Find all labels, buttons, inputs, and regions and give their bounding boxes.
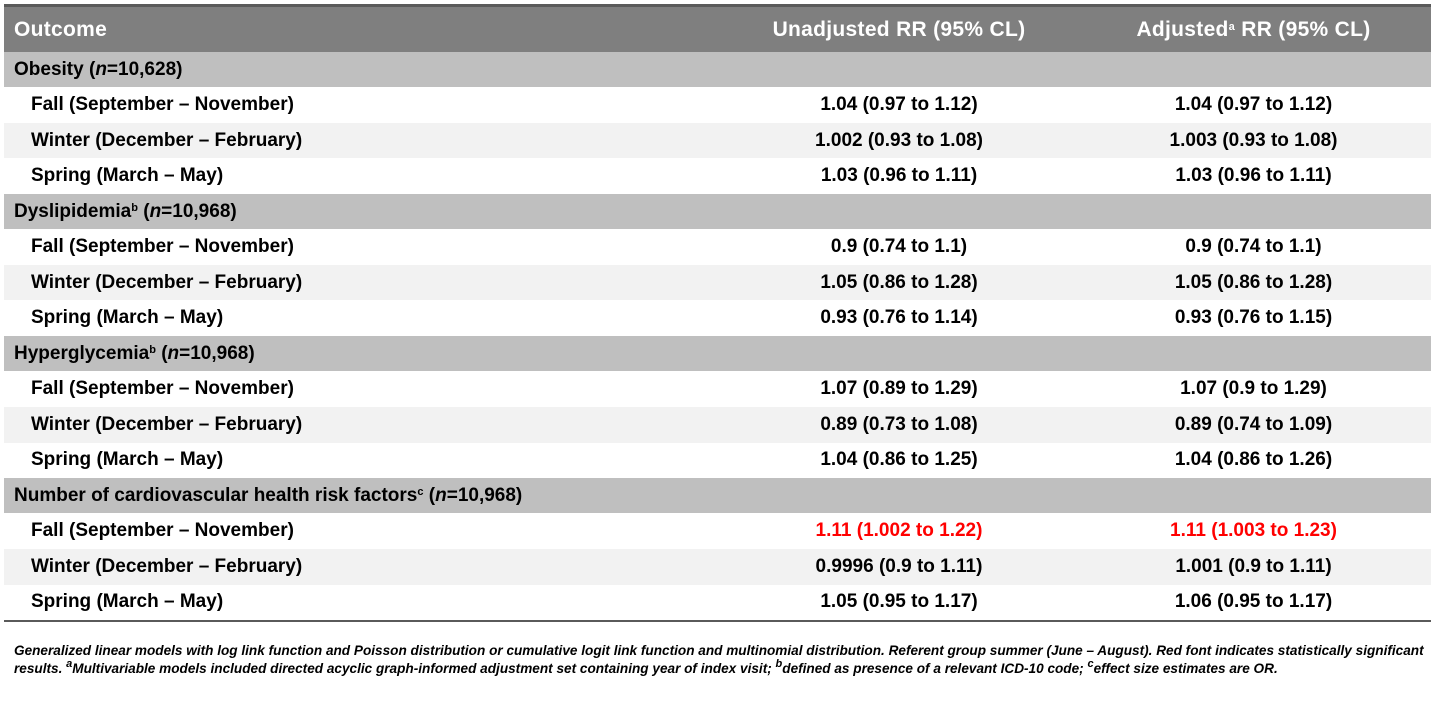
section-header-row: Obesity (n=10,628) xyxy=(4,52,1431,87)
section-title-n: n xyxy=(435,484,447,506)
section-title-paren: ( xyxy=(155,342,168,364)
footnote-part1: Generalized linear models with log link … xyxy=(14,643,1424,676)
header-adjusted-pre: Adjusted xyxy=(1136,17,1229,41)
section-title-paren: ( xyxy=(137,200,150,222)
table-row: Spring (March – May) 1.03 (0.96 to 1.11) 1… xyxy=(4,158,1431,195)
table-row: Winter (December – February) 0.89 (0.73 t… xyxy=(4,406,1431,443)
table-row: Fall (September – November) 0.9 (0.74 to … xyxy=(4,229,1431,265)
results-table: Outcome Unadjusted RR (95% CL) Adjusteda… xyxy=(4,7,1431,621)
unadjusted-rr-cell: 1.05 (0.95 to 1.17) xyxy=(722,584,1076,621)
adjusted-rr-cell: 1.04 (0.86 to 1.26) xyxy=(1076,442,1431,479)
unadjusted-rr-cell: 0.89 (0.73 to 1.08) xyxy=(722,406,1076,443)
section-title-pre: Hyperglycemia xyxy=(14,342,150,364)
adjusted-rr-cell: 1.07 (0.9 to 1.29) xyxy=(1076,371,1431,407)
table-row: Winter (December – February) 1.002 (0.93 … xyxy=(4,122,1431,159)
row-label: Fall (September – November) xyxy=(4,87,722,123)
footnote-sup-a: a xyxy=(66,658,73,670)
section-title-n: n xyxy=(149,200,162,222)
row-label: Winter (December – February) xyxy=(4,122,722,159)
table-row: Spring (March – May) 0.93 (0.76 to 1.14) 0… xyxy=(4,300,1431,337)
unadjusted-rr-cell: 0.93 (0.76 to 1.14) xyxy=(722,300,1076,337)
unadjusted-rr-cell: 1.002 (0.93 to 1.08) xyxy=(722,122,1076,159)
adjusted-rr-cell: 1.11 (1.003 to 1.23) xyxy=(1076,513,1431,549)
adjusted-rr-cell: 0.93 (0.76 to 1.15) xyxy=(1076,300,1431,337)
table-top-rule xyxy=(4,4,1431,7)
section-title-n: n xyxy=(167,342,180,364)
adjusted-rr-cell: 1.03 (0.96 to 1.11) xyxy=(1076,158,1431,195)
unadjusted-rr-cell: 1.07 (0.89 to 1.29) xyxy=(722,371,1076,407)
header-outcome: Outcome xyxy=(4,7,722,52)
table-footnote: Generalized linear models with log link … xyxy=(14,642,1424,678)
header-adjusted: Adjusteda RR (95% CL) xyxy=(1076,7,1431,52)
section-title-pre: Number of cardiovascular health risk fac… xyxy=(14,484,418,506)
row-label: Winter (December – February) xyxy=(4,406,722,443)
adjusted-rr-cell: 1.04 (0.97 to 1.12) xyxy=(1076,87,1431,123)
section-title-post: =10,968) xyxy=(446,484,523,506)
footnote-sup-c: c xyxy=(1087,658,1094,670)
section-title: Dyslipidemiab (n=10,968) xyxy=(4,194,1431,230)
table-row: Fall (September – November) 1.04 (0.97 to… xyxy=(4,87,1431,123)
row-label: Spring (March – May) xyxy=(4,300,722,337)
unadjusted-rr-cell: 0.9996 (0.9 to 1.11) xyxy=(722,548,1076,585)
footnote-part2: Multivariable models included directed a… xyxy=(72,661,776,676)
unadjusted-rr-cell: 1.04 (0.97 to 1.12) xyxy=(722,87,1076,123)
footnote-part4: effect size estimates are OR. xyxy=(1093,661,1278,676)
row-label: Spring (March – May) xyxy=(4,442,722,479)
table-body: Obesity (n=10,628) Fall (September – Nove… xyxy=(4,52,1431,621)
section-title: Hyperglycemiab (n=10,968) xyxy=(4,336,1431,372)
section-title-n: n xyxy=(95,58,107,80)
unadjusted-rr-cell: 1.03 (0.96 to 1.11) xyxy=(722,158,1076,195)
adjusted-rr-cell: 0.89 (0.74 to 1.09) xyxy=(1076,406,1431,443)
section-header-row: Number of cardiovascular health risk fac… xyxy=(4,478,1431,514)
adjusted-rr-cell: 1.05 (0.86 to 1.28) xyxy=(1076,264,1431,301)
footnote-sup-b: b xyxy=(775,658,783,670)
section-title-pre: Obesity ( xyxy=(14,58,96,80)
section-title-sup: b xyxy=(149,343,156,356)
table-row: Spring (March – May) 1.05 (0.95 to 1.17) 1… xyxy=(4,584,1431,621)
adjusted-rr-cell: 0.9 (0.74 to 1.1) xyxy=(1076,229,1431,265)
adjusted-rr-cell: 1.001 (0.9 to 1.11) xyxy=(1076,548,1431,585)
section-title: Number of cardiovascular health risk fac… xyxy=(4,478,1431,514)
table-row: Fall (September – November) 1.07 (0.89 to… xyxy=(4,371,1431,407)
header-adjusted-sup: a xyxy=(1228,20,1236,33)
unadjusted-rr-cell: 0.9 (0.74 to 1.1) xyxy=(722,229,1076,265)
adjusted-rr-cell: 1.06 (0.95 to 1.17) xyxy=(1076,584,1431,621)
table-row: Fall (September – November) 1.11 (1.002 t… xyxy=(4,513,1431,549)
section-title-pre: Dyslipidemia xyxy=(14,200,132,222)
header-adjusted-post: RR (95% CL) xyxy=(1235,17,1371,41)
section-title-paren: ( xyxy=(423,484,436,506)
table-bottom-rule xyxy=(4,620,1431,623)
table-row: Spring (March – May) 1.04 (0.86 to 1.25) 1… xyxy=(4,442,1431,479)
table-row: Winter (December – February) 0.9996 (0.9 … xyxy=(4,548,1431,585)
section-header-row: Hyperglycemiab (n=10,968) xyxy=(4,336,1431,372)
adjusted-rr-cell: 1.003 (0.93 to 1.08) xyxy=(1076,122,1431,159)
header-unadjusted: Unadjusted RR (95% CL) xyxy=(722,7,1076,52)
section-header-row: Dyslipidemiab (n=10,968) xyxy=(4,194,1431,230)
row-label: Winter (December – February) xyxy=(4,548,722,585)
row-label: Fall (September – November) xyxy=(4,371,722,407)
section-title-post: =10,628) xyxy=(106,58,183,80)
unadjusted-rr-cell: 1.11 (1.002 to 1.22) xyxy=(722,513,1076,549)
row-label: Fall (September – November) xyxy=(4,513,722,549)
unadjusted-rr-cell: 1.05 (0.86 to 1.28) xyxy=(722,264,1076,301)
results-table-container: Outcome Unadjusted RR (95% CL) Adjusteda… xyxy=(4,4,1431,623)
row-label: Fall (September – November) xyxy=(4,229,722,265)
section-title-post: =10,968) xyxy=(161,200,237,222)
row-label: Spring (March – May) xyxy=(4,584,722,621)
footnote-part3: defined as presence of a relevant ICD-10… xyxy=(782,661,1088,676)
section-title-sup: c xyxy=(417,485,424,498)
section-title: Obesity (n=10,628) xyxy=(4,52,1431,87)
section-title-post: =10,968) xyxy=(179,342,255,364)
row-label: Spring (March – May) xyxy=(4,158,722,195)
table-header-row: Outcome Unadjusted RR (95% CL) Adjusteda… xyxy=(4,7,1431,52)
unadjusted-rr-cell: 1.04 (0.86 to 1.25) xyxy=(722,442,1076,479)
section-title-sup: b xyxy=(131,201,138,214)
table-row: Winter (December – February) 1.05 (0.86 t… xyxy=(4,264,1431,301)
row-label: Winter (December – February) xyxy=(4,264,722,301)
